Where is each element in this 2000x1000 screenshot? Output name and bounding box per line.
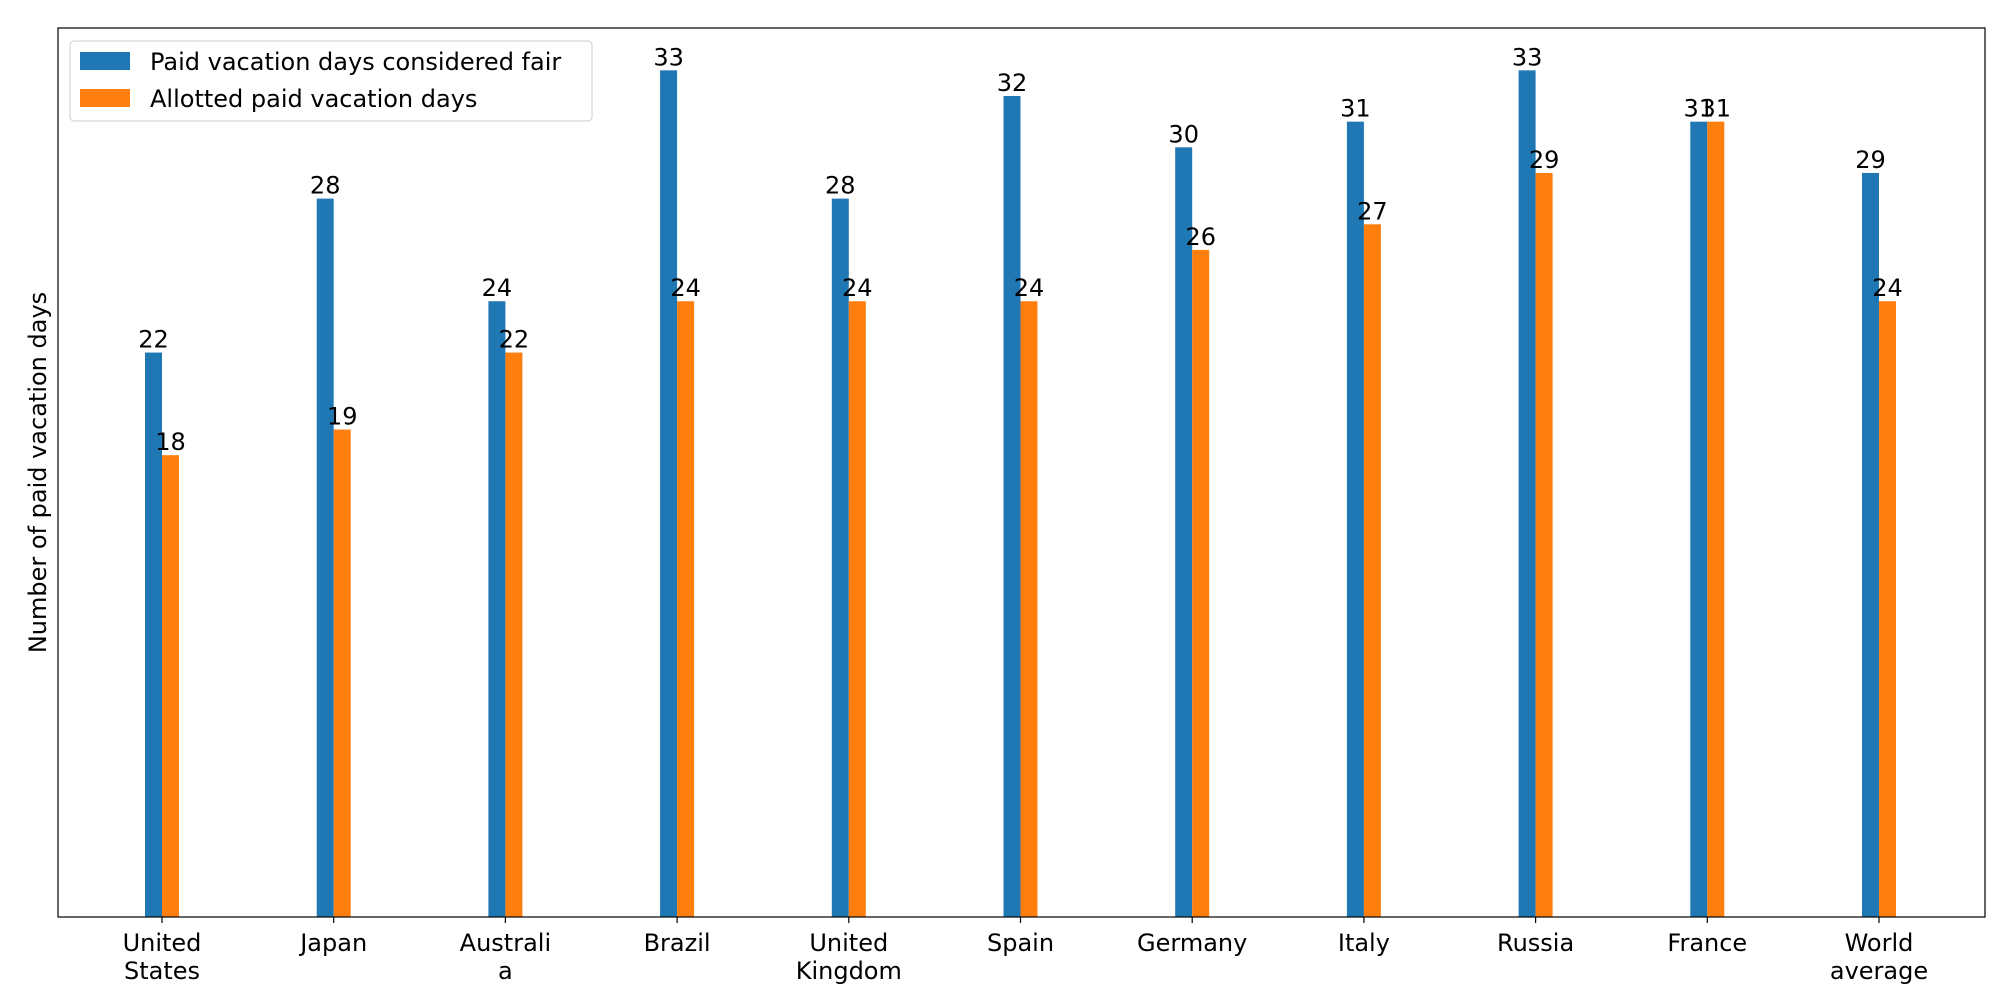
x-tick-label-0: United States: [123, 929, 202, 985]
data-label-fair-7: 31: [1340, 95, 1371, 123]
data-label-fair-0: 22: [138, 326, 169, 354]
bar-allotted-4: [848, 301, 866, 917]
bar-fair-2: [488, 301, 506, 917]
bar-allotted-7: [1363, 224, 1381, 918]
legend-box: [69, 40, 593, 122]
bar-fair-10: [1862, 172, 1879, 917]
bar-allotted-2: [505, 352, 523, 917]
data-label-fair-10: 29: [1855, 146, 1886, 174]
bar-fair-4: [831, 198, 849, 918]
bar-allotted-0: [162, 455, 179, 917]
data-label-allotted-9: 31: [1701, 95, 1732, 123]
data-label-allotted-3: 24: [670, 274, 701, 302]
x-tick-label-2: Australi a: [460, 929, 551, 985]
y-axis-label: Number of paid vacation days: [24, 292, 52, 653]
data-label-fair-9: 31: [1684, 95, 1715, 123]
bar-allotted-3: [677, 301, 695, 917]
legend-swatch-1: [80, 89, 130, 107]
data-labels-group: 2218281924223324282432243026312733293131…: [138, 43, 1903, 456]
data-label-allotted-8: 29: [1529, 146, 1560, 174]
data-label-allotted-7: 27: [1357, 197, 1388, 225]
bar-allotted-8: [1535, 172, 1553, 917]
bar-fair-1: [316, 198, 334, 918]
x-tick-label-9: France: [1667, 929, 1747, 957]
legend: Paid vacation days considered fair Allott…: [69, 40, 593, 122]
x-tick-label-6: Germany: [1137, 929, 1247, 957]
bar-fair-3: [660, 70, 678, 918]
bar-allotted-5: [1020, 301, 1038, 917]
x-tick-label-10: World average: [1830, 929, 1928, 985]
data-label-allotted-10: 24: [1872, 274, 1903, 302]
data-label-allotted-6: 26: [1185, 223, 1216, 251]
data-label-fair-8: 33: [1512, 43, 1543, 71]
bars-group: [145, 70, 1896, 918]
data-label-allotted-4: 24: [842, 274, 873, 302]
data-label-fair-4: 28: [825, 172, 856, 200]
data-label-fair-6: 30: [1168, 120, 1199, 148]
legend-label-0: Paid vacation days considered fair: [150, 48, 561, 76]
x-tick-label-1: Japan: [298, 929, 367, 957]
legend-label-1: Allotted paid vacation days: [150, 85, 477, 113]
bar-fair-9: [1690, 121, 1708, 917]
data-label-fair-3: 33: [653, 43, 684, 71]
bar-fair-5: [1003, 95, 1021, 918]
data-label-fair-2: 24: [482, 274, 513, 302]
data-label-allotted-5: 24: [1014, 274, 1045, 302]
x-tick-label-4: United Kingdom: [796, 929, 902, 985]
bar-allotted-10: [1879, 301, 1896, 917]
data-label-allotted-2: 22: [499, 326, 530, 354]
data-label-fair-5: 32: [997, 69, 1028, 97]
plot-frame: [57, 27, 1986, 918]
bar-fair-7: [1346, 121, 1364, 917]
bar-allotted-9: [1707, 121, 1725, 917]
data-label-allotted-0: 18: [155, 428, 186, 456]
bar-fair-0: [145, 352, 162, 917]
x-tick-label-3: Brazil: [644, 929, 711, 957]
bar-allotted-1: [333, 429, 351, 917]
bar-fair-8: [1518, 70, 1536, 918]
x-axis-ticks: United States Japan Australi a Brazil United Ki…: [123, 917, 1928, 985]
legend-swatch-0: [80, 52, 130, 70]
data-label-fair-1: 28: [310, 172, 341, 200]
bar-allotted-6: [1192, 249, 1210, 917]
x-tick-label-7: Italy: [1338, 929, 1390, 957]
bar-fair-6: [1175, 147, 1193, 917]
x-tick-label-5: Spain: [987, 929, 1054, 957]
x-tick-label-8: Russia: [1497, 929, 1574, 957]
data-label-allotted-1: 19: [327, 403, 358, 431]
